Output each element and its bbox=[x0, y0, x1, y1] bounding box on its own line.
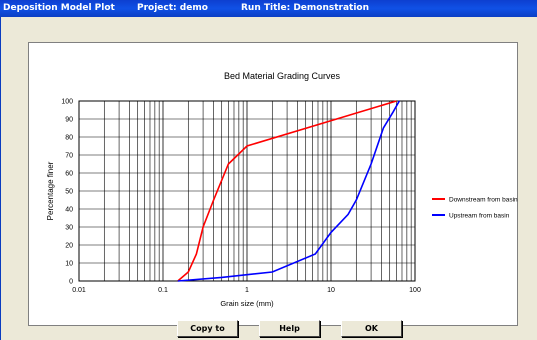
title-bar[interactable]: Deposition Model Plot Project: demo Run … bbox=[0, 0, 537, 17]
x-tick-label: 1 bbox=[245, 287, 249, 294]
window-body: 0 10 20 30 40 50 60 70 80 90 100 0.01 0.1 1 10 100 Bed M… bbox=[0, 17, 537, 340]
y-tick-label: 80 bbox=[65, 135, 73, 142]
series-line-1 bbox=[177, 100, 397, 282]
legend-label-2: Upstream from basin bbox=[449, 213, 510, 220]
x-tick-label: 10 bbox=[327, 287, 335, 294]
run-title-label: Run Title: Demonstration bbox=[241, 3, 370, 13]
y-tick-label: 100 bbox=[61, 99, 73, 106]
y-tick-label: 40 bbox=[65, 207, 73, 214]
y-tick-label: 30 bbox=[65, 225, 73, 232]
grading-curves-chart: 0 10 20 30 40 50 60 70 80 90 100 0.01 0.1 1 10 100 Bed M… bbox=[46, 71, 518, 308]
series-line-2 bbox=[177, 100, 400, 282]
window-title: Deposition Model Plot bbox=[3, 3, 115, 13]
y-axis-label: Percentage finer bbox=[46, 161, 55, 220]
x-tick-label: 0.01 bbox=[72, 287, 86, 294]
legend-label-1: Downstream from basin bbox=[449, 197, 518, 204]
y-tick-label: 20 bbox=[65, 243, 73, 250]
chart-panel: 0 10 20 30 40 50 60 70 80 90 100 0.01 0.1 1 10 100 Bed M… bbox=[28, 42, 518, 326]
y-tick-label: 90 bbox=[65, 117, 73, 124]
x-tick-label: 0.1 bbox=[158, 287, 168, 294]
copy-to-excel-button[interactable]: Copy to Excel bbox=[177, 320, 238, 340]
y-tick-label: 60 bbox=[65, 171, 73, 178]
project-label: Project: demo bbox=[137, 3, 208, 13]
x-axis-label: Grain size (mm) bbox=[220, 299, 274, 308]
chart-title: Bed Material Grading Curves bbox=[224, 71, 341, 81]
y-tick-label: 50 bbox=[65, 189, 73, 196]
y-tick-label: 0 bbox=[69, 279, 73, 286]
help-button[interactable]: Help bbox=[259, 320, 320, 337]
x-tick-label: 100 bbox=[409, 287, 421, 294]
y-tick-label: 10 bbox=[65, 261, 73, 268]
y-tick-label: 70 bbox=[65, 153, 73, 160]
ok-button[interactable]: OK bbox=[341, 320, 402, 337]
